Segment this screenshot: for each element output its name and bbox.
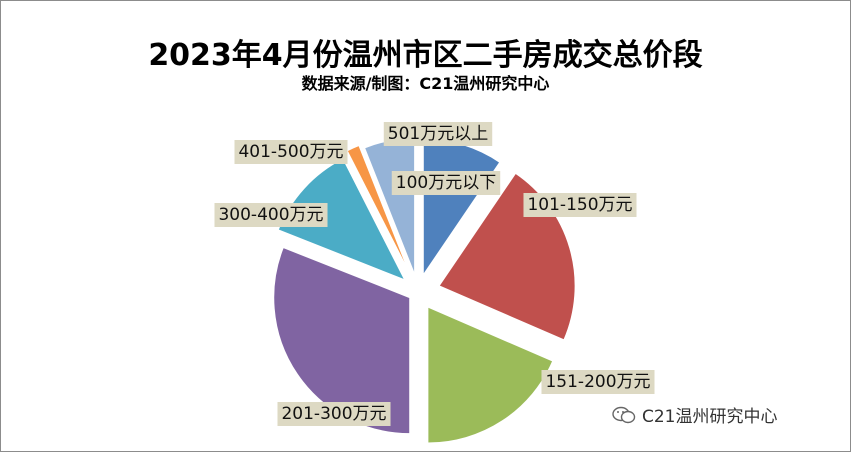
slice-label: 401-500万元: [234, 140, 348, 164]
svg-text:501万元以上: 501万元以上: [388, 124, 488, 144]
chart-subtitle: 数据来源/制图：C21温州研究中心: [301, 74, 550, 93]
svg-text:101-150万元: 101-150万元: [527, 195, 632, 215]
watermark-text: C21温州研究中心: [642, 407, 778, 427]
slice-label: 201-300万元: [277, 402, 391, 426]
slice-label: 151-200万元: [541, 370, 655, 394]
slice-label: 101-150万元: [523, 193, 637, 217]
svg-text:300-400万元: 300-400万元: [218, 205, 323, 225]
svg-text:201-300万元: 201-300万元: [281, 404, 386, 424]
slice-label: 100万元以下: [391, 171, 501, 195]
chart-title: 2023年4月份温州市区二手房成交总价段: [148, 38, 703, 73]
slice-label: 501万元以上: [383, 122, 493, 146]
slice-label: 300-400万元: [214, 203, 328, 227]
watermark: C21温州研究中心: [612, 402, 778, 427]
svg-text:401-500万元: 401-500万元: [238, 142, 343, 162]
svg-text:151-200万元: 151-200万元: [545, 372, 650, 392]
pie-slice: [273, 246, 411, 435]
wechat-icon: [612, 406, 636, 423]
svg-text:100万元以下: 100万元以下: [396, 173, 496, 193]
